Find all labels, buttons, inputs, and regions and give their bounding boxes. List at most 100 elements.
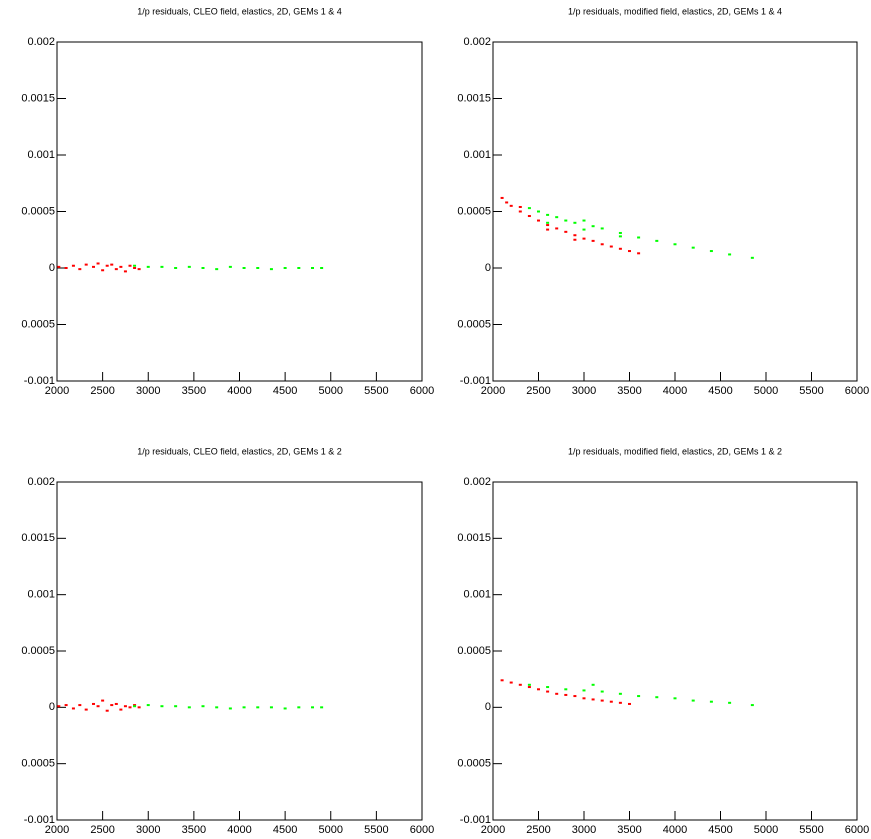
point: [242, 267, 246, 269]
point: [123, 270, 127, 273]
point: [527, 215, 531, 218]
y-tick-label: 0.001: [27, 149, 55, 161]
y-tick-label: 0.002: [463, 36, 491, 48]
point: [564, 219, 568, 222]
point: [500, 679, 504, 682]
point: [187, 265, 191, 268]
point: [242, 706, 246, 709]
point: [750, 704, 754, 707]
y-tick-label: 0: [485, 262, 491, 274]
y-tick-label: 0.0005: [457, 318, 491, 330]
point: [101, 269, 105, 272]
y-tick-label: 0.002: [27, 476, 55, 488]
point: [655, 696, 659, 699]
point: [527, 683, 531, 686]
y-tick-label: -0.001: [24, 814, 55, 826]
point: [573, 234, 577, 237]
point: [57, 705, 61, 708]
x-tick-label: 2000: [45, 824, 69, 836]
point: [64, 267, 68, 269]
point: [320, 267, 324, 269]
point: [96, 262, 100, 265]
y-tick-label: 0.0005: [21, 645, 55, 657]
point: [128, 706, 132, 709]
point: [92, 265, 95, 268]
x-tick-label: 2500: [90, 385, 114, 397]
point: [655, 239, 659, 242]
point: [527, 686, 531, 689]
point: [573, 221, 577, 224]
point: [618, 235, 622, 238]
panel: 1/p residuals, modified field, elastics,…: [457, 446, 869, 836]
point: [546, 228, 550, 231]
x-tick-label: 6000: [845, 824, 869, 836]
point: [691, 699, 695, 702]
point: [146, 704, 150, 707]
y-tick-label: 0: [485, 701, 491, 713]
y-tick-label: -0.001: [24, 375, 55, 387]
y-tick-label: 0.0005: [457, 645, 491, 657]
y-tick-label: 0.0015: [21, 532, 55, 544]
point: [546, 221, 550, 224]
point: [201, 705, 205, 708]
x-tick-label: 5500: [799, 385, 823, 397]
point: [591, 698, 595, 701]
point: [628, 250, 631, 253]
point: [537, 219, 540, 222]
x-tick-label: 4500: [708, 824, 732, 836]
x-tick-label: 5500: [364, 824, 388, 836]
point: [728, 701, 732, 704]
x-tick-label: 4000: [663, 824, 687, 836]
x-tick-label: 2000: [481, 385, 505, 397]
point: [546, 213, 550, 216]
point: [691, 246, 695, 249]
chart-title: 1/p residuals, modified field, elastics,…: [568, 6, 782, 16]
plot-frame: [492, 41, 858, 382]
point: [673, 697, 677, 700]
point: [618, 701, 622, 704]
y-tick-label: 0.0015: [457, 532, 491, 544]
y-tick-label: 0.001: [463, 589, 491, 601]
point: [160, 265, 164, 268]
point: [256, 267, 260, 269]
point: [174, 267, 178, 269]
point: [500, 196, 504, 199]
x-tick-label: 6000: [845, 385, 869, 397]
point: [637, 252, 641, 255]
y-tick-label: 0.002: [27, 36, 55, 48]
point: [256, 706, 260, 709]
point: [114, 268, 118, 271]
x-tick-label: 4500: [708, 385, 732, 397]
y-tick-label: -0.001: [460, 375, 491, 387]
plot-frame: [492, 481, 858, 821]
point: [137, 268, 141, 271]
x-tick-label: 4500: [273, 385, 297, 397]
point: [160, 705, 164, 708]
point: [573, 238, 577, 241]
point: [709, 700, 713, 703]
x-tick-label: 6000: [410, 824, 434, 836]
x-tick-label: 5500: [364, 385, 388, 397]
point: [637, 695, 641, 698]
point: [201, 267, 205, 269]
point: [527, 207, 531, 210]
x-tick-label: 4000: [663, 385, 687, 397]
point: [92, 702, 95, 705]
x-tick-label: 3500: [182, 385, 206, 397]
point: [618, 231, 622, 234]
point: [78, 268, 82, 271]
y-tick-label: 0.0005: [457, 758, 491, 770]
panel: 1/p residuals, CLEO field, elastics, 2D,…: [21, 6, 434, 397]
point: [618, 247, 622, 250]
point: [591, 239, 595, 242]
y-tick-label: 0.0005: [21, 318, 55, 330]
point: [78, 704, 82, 707]
point: [546, 690, 550, 693]
x-tick-label: 2000: [481, 824, 505, 836]
x-tick-label: 5500: [799, 824, 823, 836]
point: [133, 705, 137, 708]
x-tick-label: 3000: [136, 385, 160, 397]
point: [573, 695, 577, 698]
point: [215, 268, 219, 271]
